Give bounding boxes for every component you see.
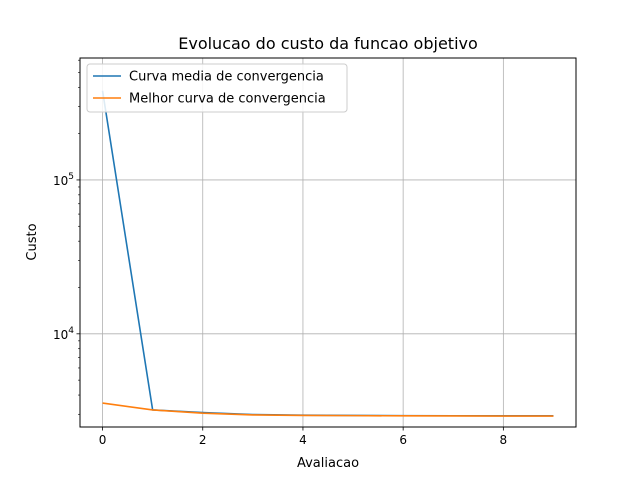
grid [80, 58, 576, 427]
legend-box [86, 63, 348, 113]
plot-frame [79, 57, 577, 428]
x-axis-label: Avaliacao [297, 456, 359, 471]
legend-label-1: Curva media de convergencia [129, 70, 324, 85]
x-tick-label: 2 [199, 433, 207, 447]
y-tick-label: 104 [53, 326, 74, 342]
y-tick-label: 105 [53, 172, 74, 188]
x-tick-label: 4 [299, 433, 307, 447]
plot-lines [101, 90, 554, 417]
y-tick-label-exponent: 4 [68, 326, 74, 336]
x-tick-label: 6 [399, 433, 407, 447]
x-tick-label: 0 [99, 433, 107, 447]
series-line-2 [102, 402, 554, 417]
legend: Curva media de convergencia Melhor curva … [86, 63, 348, 113]
y-axis-label: Custo [25, 223, 40, 260]
chart-title: Evolucao do custo da funcao objetivo [178, 34, 478, 53]
legend-label-2: Melhor curva de convergencia [129, 92, 326, 107]
y-tick-label-exponent: 5 [68, 172, 74, 182]
y-tick-label-base: 10 [53, 328, 68, 342]
y-tick-label-base: 10 [53, 174, 68, 188]
x-tick-label: 8 [500, 433, 508, 447]
